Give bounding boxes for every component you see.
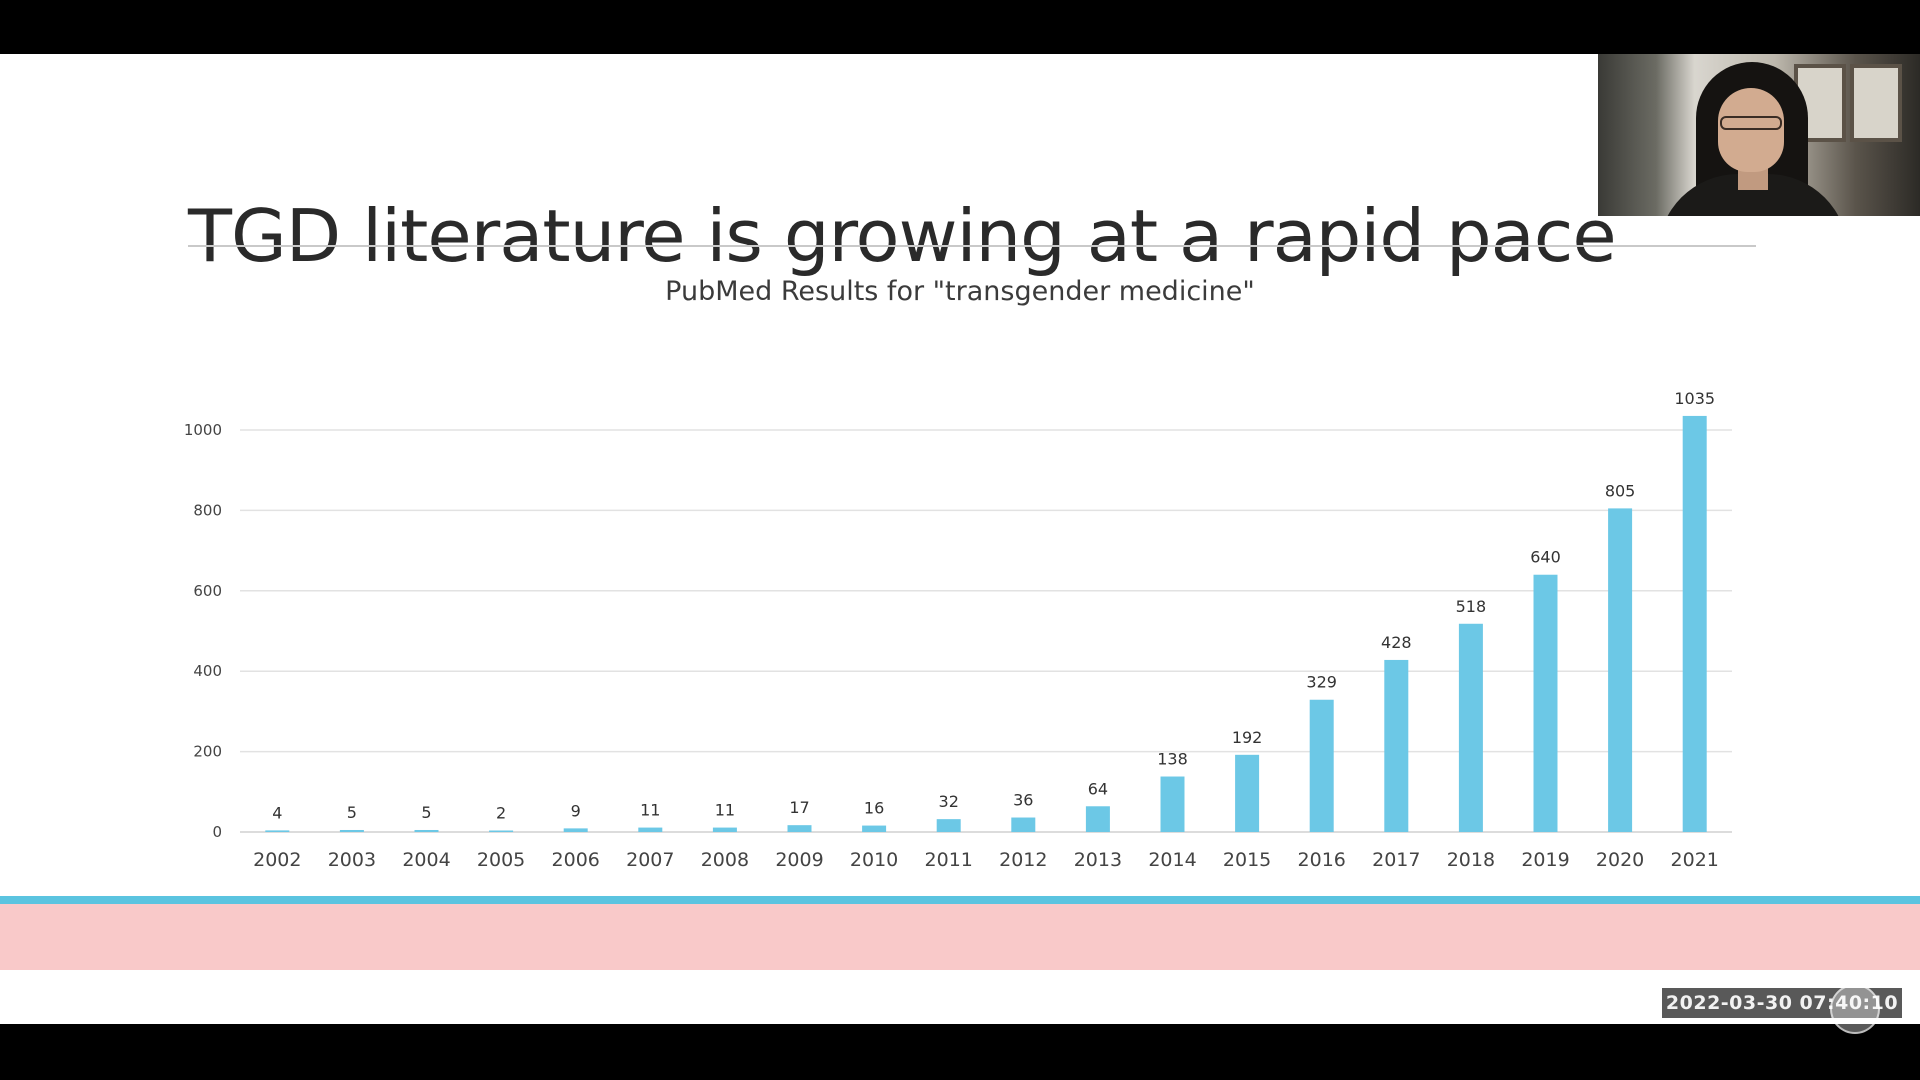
x-tick-label: 2011 [925,849,973,871]
y-tick-label: 800 [193,501,222,519]
bar [1608,508,1633,832]
x-tick-label: 2016 [1298,849,1346,871]
x-tick-label: 2019 [1521,849,1569,871]
bar [489,830,514,832]
y-tick-label: 1000 [184,421,222,439]
y-tick-label: 600 [193,582,222,600]
data-label: 640 [1530,548,1561,567]
data-label: 32 [939,792,959,811]
bar [414,829,439,832]
data-label: 192 [1232,728,1263,747]
slide-title: TGD literature is growing at a rapid pac… [188,194,1617,278]
data-label: 9 [571,801,581,820]
data-label: 5 [347,803,357,822]
x-tick-label: 2013 [1074,849,1122,871]
data-label: 428 [1381,633,1412,652]
bar [1160,776,1185,832]
bar [563,828,588,832]
data-label: 16 [864,799,884,818]
bar [1011,817,1036,832]
x-tick-label: 2014 [1148,849,1196,871]
x-tick-label: 2017 [1372,849,1420,871]
data-label: 64 [1088,779,1108,798]
chart-title: PubMed Results for "transgender medicine… [665,276,1255,307]
x-tick-label: 2012 [999,849,1047,871]
bar [339,829,364,832]
data-label: 17 [789,798,809,817]
data-label: 1035 [1674,389,1715,408]
presenter-webcam [1598,54,1920,216]
bar [1235,754,1260,832]
title-divider [188,245,1756,247]
y-tick-label: 0 [212,823,222,841]
bar [1309,699,1334,832]
x-tick-label: 2002 [253,849,301,871]
bar [936,819,961,832]
bar [638,827,663,832]
data-label: 329 [1306,673,1337,692]
bar [265,830,290,832]
data-label: 5 [421,803,431,822]
data-label: 2 [496,804,506,823]
data-label: 4 [272,803,282,822]
data-label: 11 [715,801,735,820]
footer-accent-line [0,896,1920,904]
watermark-logo [1830,984,1880,1034]
y-tick-label: 400 [193,662,222,680]
bar [712,827,737,832]
x-tick-label: 2005 [477,849,525,871]
bar [1533,574,1558,832]
x-tick-label: 2007 [626,849,674,871]
x-tick-label: 2004 [402,849,450,871]
x-tick-label: 2020 [1596,849,1644,871]
bar [787,825,812,832]
bar [1682,415,1707,832]
bar [1085,806,1110,832]
bar [1384,659,1409,832]
x-tick-label: 2009 [775,849,823,871]
data-label: 138 [1157,750,1188,769]
x-tick-label: 2008 [701,849,749,871]
x-tick-label: 2010 [850,849,898,871]
x-tick-label: 2018 [1447,849,1495,871]
x-tick-label: 2003 [328,849,376,871]
data-label: 805 [1605,481,1636,500]
footer-band [0,904,1920,970]
x-tick-label: 2015 [1223,849,1271,871]
x-tick-label: 2006 [552,849,600,871]
x-tick-label: 2021 [1671,849,1719,871]
data-label: 518 [1456,597,1487,616]
y-tick-label: 200 [193,743,222,761]
data-label: 36 [1013,791,1033,810]
data-label: 11 [640,801,660,820]
bar [1458,623,1483,832]
bar [862,825,887,832]
